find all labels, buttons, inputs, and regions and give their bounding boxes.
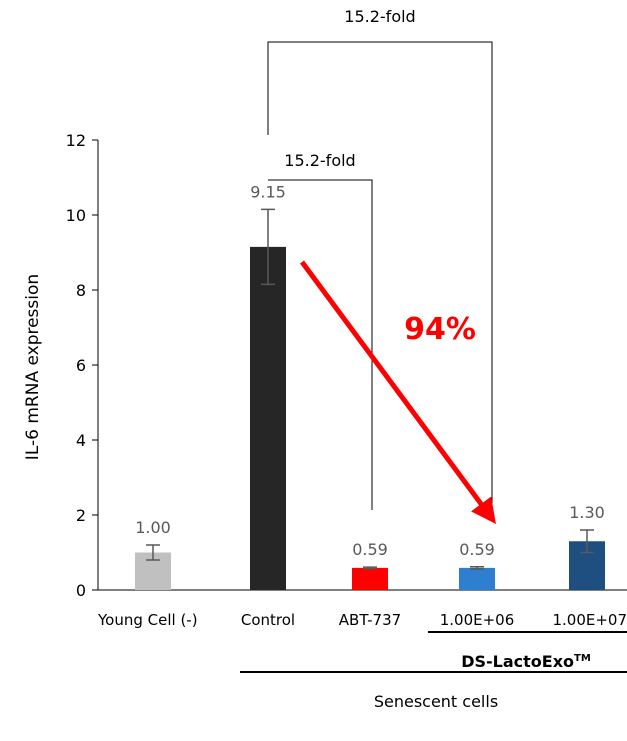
product-group-label: DS-LactoExoTM — [461, 652, 591, 671]
data-label: 1.00 — [135, 518, 171, 537]
y-tick-label: 2 — [76, 506, 86, 525]
y-tick-label: 0 — [76, 581, 86, 600]
inner-bracket-label: 15.2-fold — [284, 151, 355, 170]
x-tick-label: ABT-737 — [339, 611, 401, 629]
error-bars — [146, 208, 594, 570]
data-label: 9.15 — [250, 182, 286, 201]
axes: 0 2 4 6 8 10 12 — [66, 131, 627, 600]
y-tick-label: 12 — [66, 131, 86, 150]
bar — [250, 246, 286, 590]
y-tick-label: 4 — [76, 431, 86, 450]
y-axis-label: IL-6 mRNA expression — [23, 274, 43, 460]
fold-brackets — [267, 41, 493, 510]
data-label: 0.59 — [352, 540, 388, 559]
bars — [135, 246, 605, 590]
data-label: 0.59 — [459, 540, 495, 559]
x-tick-label: 1.00E+06 — [440, 611, 515, 629]
senescent-group-label: Senescent cells — [374, 692, 498, 711]
reduction-arrow — [299, 260, 496, 525]
x-tick-label: Young Cell (-) — [97, 611, 198, 629]
y-tick-label: 8 — [76, 281, 86, 300]
outer-bracket — [267, 41, 493, 510]
data-label: 1.30 — [569, 503, 605, 522]
value-labels: 1.00 9.15 0.59 0.59 1.30 — [135, 182, 605, 559]
bar — [352, 567, 388, 590]
bar — [459, 567, 495, 590]
x-tick-labels: Young Cell (-) Control ABT-737 1.00E+06 1.00… — [97, 611, 627, 629]
y-tick-label: 6 — [76, 356, 86, 375]
x-tick-label: 1.00E+07 — [552, 611, 627, 629]
y-tick-label: 10 — [66, 206, 86, 225]
inner-bracket — [268, 179, 373, 510]
x-tick-label: Control — [241, 611, 295, 629]
outer-bracket-label: 15.2-fold — [344, 7, 415, 26]
reduction-percent-label: 94% — [404, 312, 476, 347]
